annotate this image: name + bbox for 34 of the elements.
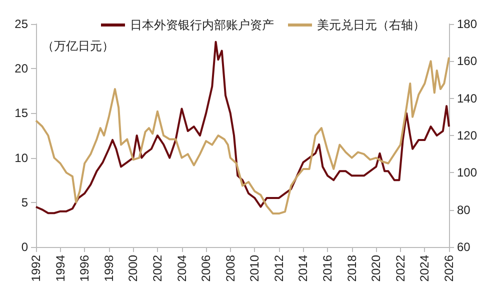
y-tick-label: 15 xyxy=(14,106,28,120)
y2-tick-label: 120 xyxy=(457,128,478,142)
x-tick-label: 2014 xyxy=(296,254,310,282)
y2-tick-label: 80 xyxy=(457,202,471,217)
y2-tick-label: 160 xyxy=(457,54,478,68)
y-tick-label: 5 xyxy=(21,195,28,210)
x-tick-label: 2018 xyxy=(344,254,359,282)
x-tick-label: 1994 xyxy=(53,254,68,282)
x-tick-label: 1998 xyxy=(102,254,116,282)
x-tick-label: 2006 xyxy=(199,254,214,282)
y-axis-title: （万亿日元） xyxy=(42,39,114,53)
x-tick-label: 2000 xyxy=(126,254,140,282)
x-tick-label: 1992 xyxy=(29,254,43,282)
x-tick-label: 2002 xyxy=(150,254,164,282)
y-tick-label: 0 xyxy=(21,240,28,254)
x-tick-label: 1996 xyxy=(78,254,92,282)
legend-label: 日本外资银行内部账户资产 xyxy=(130,18,274,32)
y2-tick-label: 140 xyxy=(457,91,478,106)
x-tick-label: 2004 xyxy=(174,254,189,282)
x-tick-label: 2020 xyxy=(369,254,384,282)
x-tick-label: 2016 xyxy=(320,254,335,282)
y-tick-label: 20 xyxy=(14,62,28,76)
x-tick-label: 2024 xyxy=(418,254,432,282)
x-tick-label: 2010 xyxy=(248,254,262,282)
x-tick-label: 2008 xyxy=(223,254,238,282)
x-tick-label: 2012 xyxy=(272,254,286,282)
y2-tick-label: 180 xyxy=(457,17,478,31)
x-tick-label: 2026 xyxy=(442,254,456,282)
y-tick-label: 25 xyxy=(14,17,28,31)
y2-tick-label: 60 xyxy=(457,240,471,254)
y-tick-label: 10 xyxy=(14,150,28,165)
y2-tick-label: 100 xyxy=(457,166,478,180)
x-tick-label: 2022 xyxy=(393,254,408,282)
legend-label: 美元兑日元（右轴） xyxy=(317,18,425,32)
